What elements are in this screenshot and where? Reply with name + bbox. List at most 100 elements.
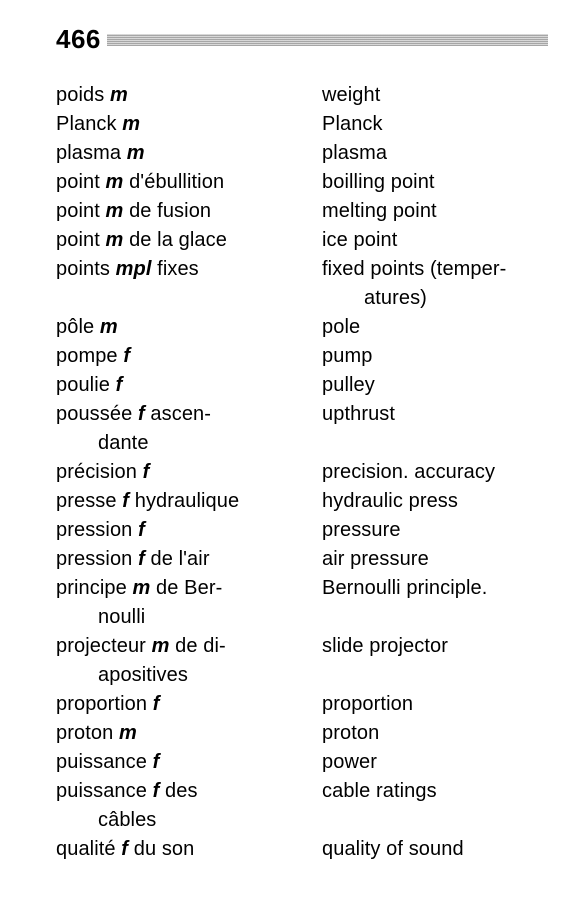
dictionary-entry-fr: plasma m bbox=[56, 139, 314, 168]
fr-term-post: de l'air bbox=[145, 548, 210, 570]
gender-marker: f bbox=[143, 461, 150, 483]
dictionary-entry-en: pulley bbox=[322, 371, 548, 400]
fr-term-continuation: câbles bbox=[56, 806, 314, 835]
en-term: melting point bbox=[322, 200, 437, 222]
dictionary-entry-fr: précision f bbox=[56, 458, 314, 487]
dictionary-entry-en: slide projector bbox=[322, 632, 548, 661]
dictionary-entry-en: quality of sound bbox=[322, 835, 548, 864]
en-term: precision. accuracy bbox=[322, 461, 495, 483]
alignment-spacer bbox=[322, 806, 548, 835]
dictionary-entry-fr: point m d'ébullition bbox=[56, 168, 314, 197]
english-column: weight Planck plasma boilling point melting… bbox=[322, 81, 548, 864]
fr-term: plasma bbox=[56, 142, 127, 164]
fr-term-continuation: apositives bbox=[56, 661, 314, 690]
dictionary-entry-en: proportion bbox=[322, 690, 548, 719]
alignment-spacer bbox=[56, 284, 314, 313]
en-term: upthrust bbox=[322, 403, 395, 425]
fr-term-post: du son bbox=[128, 838, 194, 860]
fr-term: pompe bbox=[56, 345, 123, 367]
dictionary-entry-fr: pôle m bbox=[56, 313, 314, 342]
page-number: 466 bbox=[56, 24, 101, 55]
dictionary-entry-fr: poids m bbox=[56, 81, 314, 110]
fr-term: précision bbox=[56, 461, 143, 483]
fr-term-post: hydraulique bbox=[129, 490, 239, 512]
dictionary-entry-en: pressure bbox=[322, 516, 548, 545]
en-term-continuation: atures) bbox=[322, 284, 548, 313]
dictionary-columns: poids mPlanck mplasma mpoint m d'ébullit… bbox=[56, 81, 548, 864]
alignment-spacer bbox=[322, 603, 548, 632]
fr-term: poulie bbox=[56, 374, 116, 396]
gender-marker: f bbox=[153, 693, 160, 715]
dictionary-entry-fr: Planck m bbox=[56, 110, 314, 139]
fr-term-continuation: noulli bbox=[56, 603, 314, 632]
fr-term: point bbox=[56, 229, 106, 251]
en-term: pump bbox=[322, 345, 372, 367]
en-term: weight bbox=[322, 84, 380, 106]
en-term: proton bbox=[322, 722, 379, 744]
fr-term: proportion bbox=[56, 693, 153, 715]
fr-term: presse bbox=[56, 490, 122, 512]
gender-marker: f bbox=[138, 548, 145, 570]
fr-term: point bbox=[56, 171, 106, 193]
dictionary-entry-en: upthrust bbox=[322, 400, 548, 429]
dictionary-page: 466 poids mPlanck mplasma mpoint m d'ébu… bbox=[0, 0, 584, 884]
fr-term: qualité bbox=[56, 838, 121, 860]
dictionary-entry-en: Bernoulli principle. bbox=[322, 574, 548, 603]
gender-marker: m bbox=[152, 635, 170, 657]
fr-term-post: de la glace bbox=[123, 229, 227, 251]
fr-term: proton bbox=[56, 722, 119, 744]
fr-term: pression bbox=[56, 519, 138, 541]
en-term: plasma bbox=[322, 142, 387, 164]
fr-term-continuation: dante bbox=[56, 429, 314, 458]
dictionary-entry-fr: pression f de l'air bbox=[56, 545, 314, 574]
en-term: fixed points (temper- bbox=[322, 258, 506, 280]
en-term: ice point bbox=[322, 229, 397, 251]
en-term: power bbox=[322, 751, 377, 773]
en-term: cable ratings bbox=[322, 780, 437, 802]
fr-term: puissance bbox=[56, 780, 153, 802]
dictionary-entry-en: precision. accuracy bbox=[322, 458, 548, 487]
dictionary-entry-en: Planck bbox=[322, 110, 548, 139]
dictionary-entry-fr: principe m de Ber-noulli bbox=[56, 574, 314, 632]
french-column: poids mPlanck mplasma mpoint m d'ébullit… bbox=[56, 81, 322, 864]
fr-term: pôle bbox=[56, 316, 100, 338]
alignment-spacer bbox=[322, 661, 548, 690]
gender-marker: mpl bbox=[116, 258, 152, 280]
dictionary-entry-fr: pompe f bbox=[56, 342, 314, 371]
dictionary-entry-en: fixed points (temper-atures) bbox=[322, 255, 548, 313]
gender-marker: m bbox=[133, 577, 151, 599]
en-term: air pressure bbox=[322, 548, 429, 570]
dictionary-entry-en: power bbox=[322, 748, 548, 777]
dictionary-entry-en: ice point bbox=[322, 226, 548, 255]
dictionary-entry-en: boilling point bbox=[322, 168, 548, 197]
header-rule bbox=[107, 34, 548, 46]
dictionary-entry-en: cable ratings bbox=[322, 777, 548, 806]
fr-term-post: des bbox=[159, 780, 197, 802]
alignment-spacer bbox=[322, 429, 548, 458]
fr-term: Planck bbox=[56, 113, 122, 135]
en-term: boilling point bbox=[322, 171, 435, 193]
fr-term-post: de fusion bbox=[123, 200, 211, 222]
dictionary-entry-fr: points mpl fixes bbox=[56, 255, 314, 284]
gender-marker: m bbox=[127, 142, 145, 164]
en-term: Bernoulli principle. bbox=[322, 577, 487, 599]
fr-term-post: ascen- bbox=[145, 403, 211, 425]
gender-marker: m bbox=[106, 171, 124, 193]
en-term: pole bbox=[322, 316, 360, 338]
gender-marker: f bbox=[123, 345, 130, 367]
gender-marker: m bbox=[106, 229, 124, 251]
dictionary-entry-fr: qualité f du son bbox=[56, 835, 314, 864]
en-term: proportion bbox=[322, 693, 413, 715]
dictionary-entry-fr: puissance f bbox=[56, 748, 314, 777]
en-term: quality of sound bbox=[322, 838, 464, 860]
fr-term: points bbox=[56, 258, 116, 280]
fr-term: poids bbox=[56, 84, 110, 106]
fr-term: point bbox=[56, 200, 106, 222]
dictionary-entry-fr: proportion f bbox=[56, 690, 314, 719]
en-term: Planck bbox=[322, 113, 383, 135]
gender-marker: m bbox=[122, 113, 140, 135]
gender-marker: f bbox=[153, 751, 160, 773]
en-term: hydraulic press bbox=[322, 490, 458, 512]
dictionary-entry-en: hydraulic press bbox=[322, 487, 548, 516]
dictionary-entry-fr: poussée f ascen-dante bbox=[56, 400, 314, 458]
